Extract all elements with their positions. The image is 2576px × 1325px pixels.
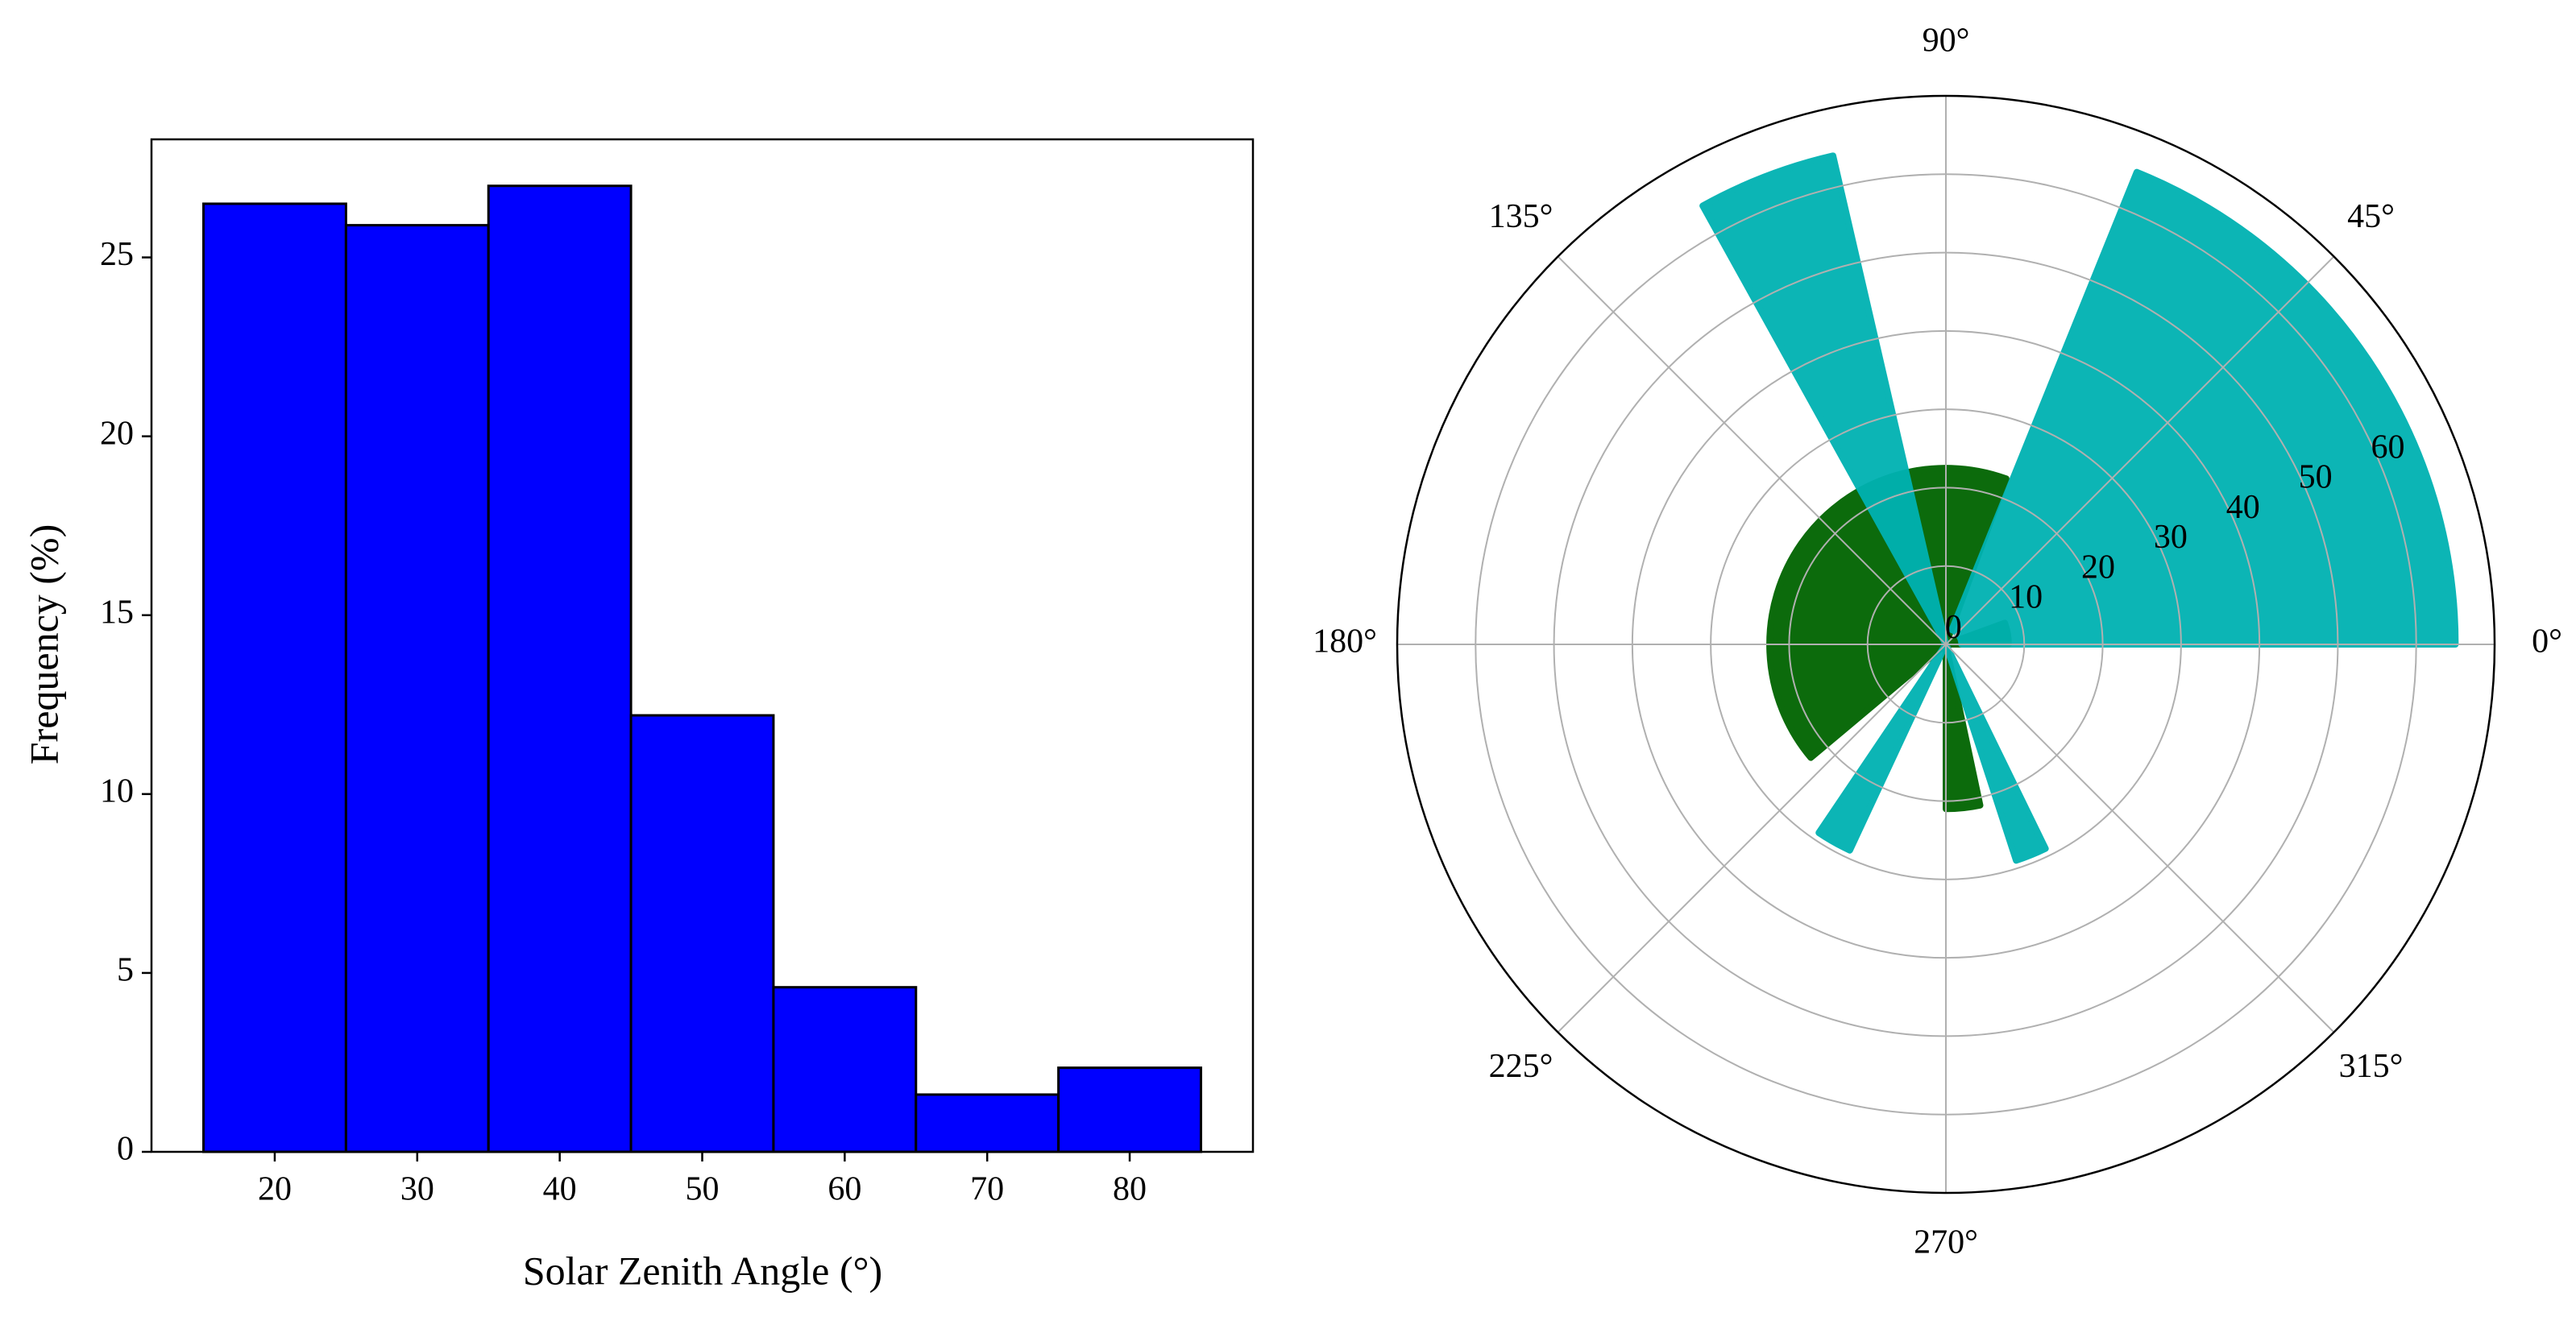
angular-grid bbox=[1557, 255, 1947, 645]
y-axis-label: Frequency (%) bbox=[21, 524, 66, 765]
bar bbox=[772, 986, 918, 1153]
bar bbox=[915, 1093, 1060, 1153]
theta-tick-label: 90° bbox=[1923, 23, 1970, 60]
scatter-region bbox=[1699, 152, 1949, 648]
x-tick-label: 80 bbox=[1113, 1171, 1147, 1208]
r-tick-label: 60 bbox=[2371, 429, 2405, 466]
bar bbox=[629, 714, 775, 1153]
x-tick-label: 20 bbox=[258, 1171, 292, 1208]
y-tick-label: 0 bbox=[117, 1131, 134, 1168]
r-tick-label: 20 bbox=[2081, 549, 2115, 586]
x-axis-label: Solar Zenith Angle (°) bbox=[523, 1248, 882, 1293]
theta-tick-label: 135° bbox=[1489, 198, 1553, 235]
polar-frame bbox=[1396, 94, 2496, 1195]
theta-tick-label: 180° bbox=[1313, 623, 1377, 660]
x-tick-label: 70 bbox=[970, 1171, 1004, 1208]
theta-tick-label: 315° bbox=[2339, 1048, 2404, 1085]
x-tick-label: 60 bbox=[828, 1171, 861, 1208]
angular-grid bbox=[1945, 644, 2335, 1033]
r-tick-label: 10 bbox=[2009, 579, 2043, 616]
x-tick-label: 40 bbox=[543, 1171, 577, 1208]
bar bbox=[1057, 1066, 1202, 1153]
theta-tick-label: 0° bbox=[2532, 623, 2562, 660]
scatter-region bbox=[1948, 168, 2459, 648]
r-tick-label: 40 bbox=[2226, 489, 2260, 526]
y-tick-label: 15 bbox=[100, 594, 134, 631]
y-tick-label: 10 bbox=[100, 772, 134, 809]
bar bbox=[202, 202, 347, 1153]
angular-grid bbox=[1557, 644, 1947, 1033]
theta-tick-label: 45° bbox=[2347, 198, 2395, 235]
x-tick-label: 30 bbox=[400, 1171, 434, 1208]
theta-tick-label: 225° bbox=[1489, 1048, 1553, 1085]
r-tick-label: 0 bbox=[1945, 609, 1962, 646]
angular-grid bbox=[1945, 255, 2335, 645]
x-tick-label: 50 bbox=[686, 1171, 720, 1208]
bar bbox=[487, 184, 633, 1153]
theta-tick-label: 270° bbox=[1914, 1224, 1978, 1261]
r-tick-label: 30 bbox=[2154, 519, 2188, 556]
scatter-region bbox=[1943, 641, 2049, 864]
y-tick-label: 20 bbox=[100, 415, 134, 452]
y-tick-label: 5 bbox=[117, 952, 134, 989]
scatter-region bbox=[1815, 641, 1949, 854]
bar bbox=[344, 224, 490, 1153]
y-tick-label: 25 bbox=[100, 236, 134, 273]
r-tick-label: 50 bbox=[2299, 459, 2333, 496]
